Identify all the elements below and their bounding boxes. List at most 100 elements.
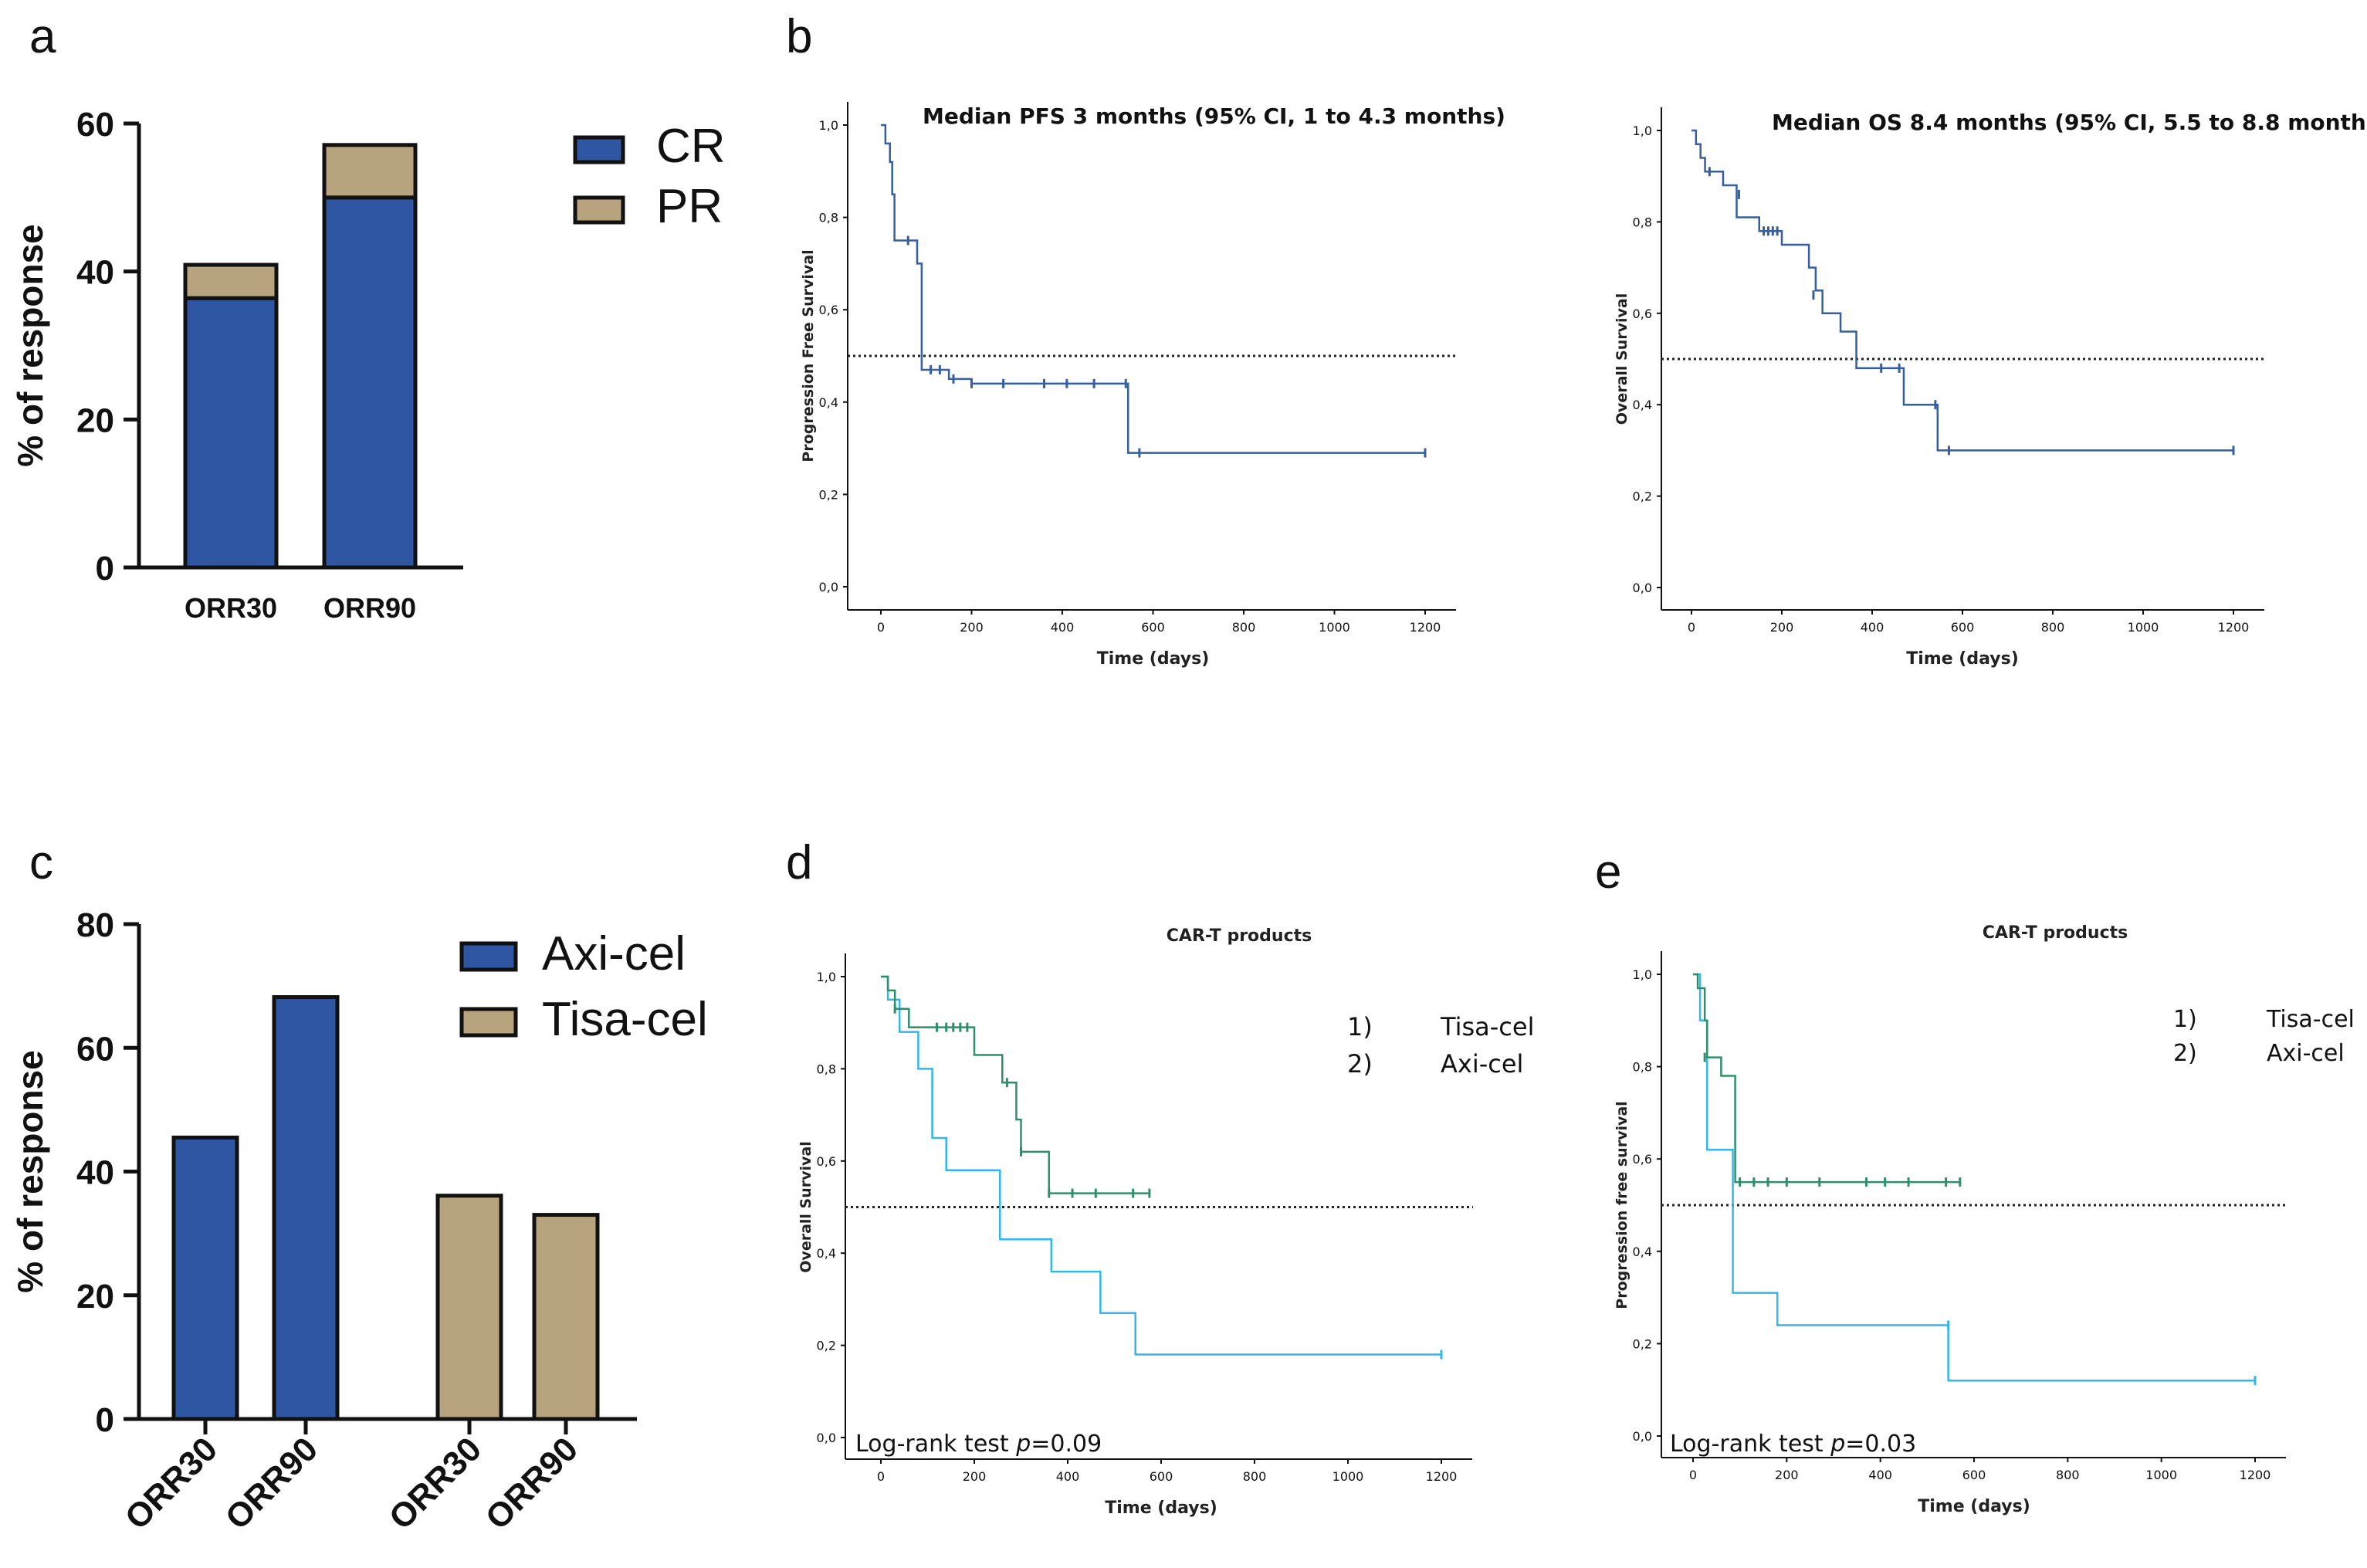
y-tick-label: 0,0 [1633,1429,1652,1444]
x-tick-label: ORR90 [323,592,416,624]
legend-label: Axi-cel [1441,1049,1523,1079]
y-axis-label: Progression free survival [1614,1101,1630,1309]
y-tick-label: 0,4 [1633,398,1652,412]
annotation-text: Log-rank test [1670,1431,1830,1458]
y-axis-label: % of response [10,1050,50,1292]
y-tick-label: 0,6 [817,1154,836,1169]
y-tick-label: 0,2 [817,1339,836,1353]
y-tick-label: 0,2 [1633,489,1652,504]
legend-number: 2) [2173,1040,2197,1067]
x-tick-label: 200 [960,620,984,635]
panel-b-os-curve: 0,0 0,2 0,4 0,6 0,8 1,0 0 200 400 600 800 1000 1200 T… [1614,107,2367,669]
chart-title: CAR-T products [1983,923,2128,943]
y-tick-label: 80 [76,906,114,944]
y-tick-label: 0,2 [819,487,838,502]
legend-label-cr: CR [656,120,726,173]
panel-d-os-by-product: 0,0 0,2 0,4 0,6 0,8 1,0 0 200 400 600 800 1000 1200 T… [797,926,1534,1518]
x-tick-label: 0 [1688,620,1695,635]
y-tick-label: 0,0 [817,1431,836,1445]
legend-label: Axi-cel [2267,1040,2345,1067]
x-axis-label: Time (days) [1105,1499,1217,1518]
y-axis-label: Progression Free Survival [800,249,817,462]
km-curve-tisa-cel [881,975,1441,1356]
x-tick-label: 600 [1141,620,1165,635]
km-curve-axi-cel [1693,973,1960,1184]
legend-number: 2) [1347,1049,1373,1079]
y-tick-label: 0,6 [1633,1152,1652,1167]
x-tick-label: 1000 [2128,620,2159,635]
x-tick-label: 800 [2041,620,2065,635]
panel-label-e: e [1595,845,1621,899]
panel-b-pfs-curve: 0,0 0,2 0,4 0,6 0,8 1,0 0 200 400 600 800 1000 1200 T… [800,102,1505,669]
km-curve-tisa-cel [1693,973,2255,1382]
annotation-value: =0.03 [1845,1431,1916,1458]
x-tick-label: 1000 [1332,1469,1364,1484]
y-tick-label: 1,0 [819,118,838,133]
legend-swatch-cr [573,135,625,164]
x-tick-label: ORR30 [185,592,277,624]
x-tick-label: 1200 [1426,1469,1458,1484]
y-tick-label: 1,0 [1633,967,1652,982]
log-rank-annotation: Log-rank test p=0.09 [855,1431,1102,1458]
y-tick-label: 0,8 [819,211,838,225]
legend-label: Tisa-cel [1440,1012,1534,1041]
x-axis-label: Time (days) [1918,1497,2030,1516]
y-tick-label: 0,6 [1633,306,1652,321]
bar-cr-orr90 [322,195,418,570]
x-tick-label: 1000 [2145,1468,2177,1482]
y-tick-label: 1,0 [1633,124,1652,138]
x-tick-label: 200 [1775,1468,1799,1482]
x-tick-label: 0 [877,620,885,635]
annotation-text: Log-rank test [855,1431,1016,1458]
y-axis-label: Overall Survival [1614,293,1630,425]
x-tick-label: 400 [1056,1469,1080,1484]
bar-pr-orr90 [322,143,418,200]
y-tick-label: 0,0 [1633,581,1652,595]
x-tick-label: ORR90 [479,1430,585,1536]
bar-axi-cel-orr30 [171,1135,239,1421]
x-tick-label: 0 [877,1469,885,1484]
y-tick-label: 0,6 [819,303,838,317]
x-tick-label: 800 [2056,1468,2080,1482]
legend-label-tisa-cel: Tisa-cel [542,993,708,1046]
y-tick-label: 0,8 [1633,1060,1652,1075]
bar-axi-cel-orr90 [272,995,340,1421]
x-axis-label: Time (days) [1097,649,1210,669]
y-axis-label: Overall Survival [797,1141,814,1272]
x-tick-label: 600 [1962,1468,1986,1482]
y-tick-label: 0,0 [819,580,838,594]
x-tick-label: 1200 [2218,620,2250,635]
km-curve-pfs [881,124,1425,454]
panel-a-bar-chart: 0 20 40 60 % of response ORR30 ORR90 CR PR [10,106,726,624]
x-tick-label: 600 [1150,1469,1173,1484]
y-tick-label: 40 [76,254,114,292]
x-tick-label: ORR90 [218,1430,325,1536]
y-tick-label: 20 [76,1278,114,1316]
bar-tisa-cel-orr90 [532,1213,600,1421]
chart-title: CAR-T products [1167,926,1312,946]
y-tick-label: 0,4 [1633,1245,1652,1259]
x-tick-label: 400 [1051,620,1075,635]
legend-number: 1) [2173,1006,2197,1033]
annotation-value: =0.09 [1031,1431,1102,1458]
x-tick-label: 400 [1868,1468,1892,1482]
x-tick-label: ORR30 [382,1430,489,1536]
y-tick-label: 0,4 [817,1246,836,1261]
panel-label-b: b [786,10,812,63]
legend-swatch-pr [573,195,625,225]
legend-label: Tisa-cel [2266,1006,2355,1033]
panel-label-d: d [786,836,812,889]
x-tick-label: 400 [1861,620,1884,635]
y-tick-label: 0,2 [1633,1336,1652,1351]
x-tick-label: 1200 [1410,620,1441,635]
x-tick-label: 800 [1232,620,1256,635]
x-tick-label: 1000 [1319,620,1350,635]
legend-label-axi-cel: Axi-cel [542,927,686,980]
y-tick-label: 0,8 [1633,215,1652,229]
bar-tisa-cel-orr30 [435,1194,503,1421]
x-tick-label: 800 [1243,1469,1267,1484]
y-tick-label: 0 [96,1401,114,1439]
annotation-p: p [1830,1431,1845,1458]
